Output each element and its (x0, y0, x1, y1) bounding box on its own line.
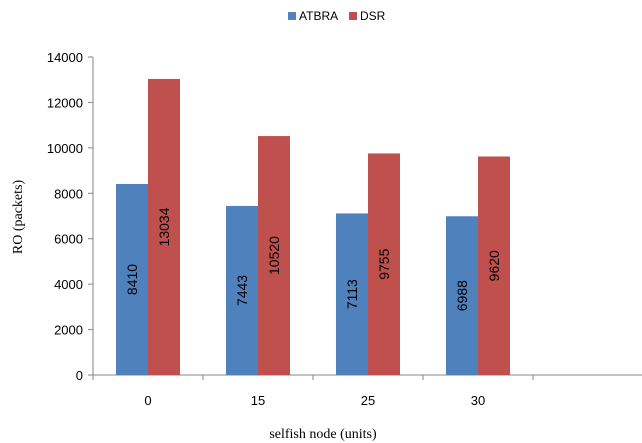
data-label: 7443 (234, 275, 250, 306)
y-tick-label: 12000 (47, 95, 83, 110)
y-tick-label: 2000 (54, 323, 83, 338)
bars: 8410 13034 7443 10520 7113 9755 6988 9620 (116, 78, 510, 375)
x-tick-label: 0 (144, 393, 151, 408)
legend-label-dsr: DSR (360, 9, 386, 23)
y-tick-label: 14000 (47, 50, 83, 65)
x-axis-label: selfish node (units) (269, 427, 377, 442)
y-axis-label: RO (packets) (11, 180, 26, 255)
y-tick-label: 10000 (47, 141, 83, 156)
y-tick-label: 4000 (54, 277, 83, 292)
bar-atbra (226, 205, 258, 375)
y-tick-label: 8000 (54, 186, 83, 201)
y-tick-label: 6000 (54, 232, 83, 247)
y-tick-label: 0 (76, 368, 83, 383)
data-label: 9620 (486, 250, 502, 281)
bar-atbra (336, 213, 368, 375)
data-label: 13034 (156, 207, 172, 246)
data-label: 7113 (344, 279, 360, 309)
bar-dsr (368, 153, 400, 375)
y-axis: 0 2000 4000 6000 8000 10000 12000 14000 (47, 50, 94, 383)
bar-atbra (116, 183, 148, 375)
x-axis: 0 15 25 30 (92, 374, 642, 408)
data-label: 8410 (124, 264, 140, 295)
bar-atbra (446, 216, 478, 375)
x-tick-label: 25 (361, 393, 375, 408)
legend: ATBRA DSR (288, 9, 386, 23)
x-tick-label: 30 (471, 393, 485, 408)
x-tick-label: 15 (251, 393, 265, 408)
data-label: 10520 (266, 236, 282, 275)
bar-dsr (258, 136, 290, 375)
legend-swatch-atbra (288, 12, 296, 20)
bar-dsr (148, 78, 180, 375)
bar-dsr (478, 156, 510, 375)
legend-label-atbra: ATBRA (299, 9, 338, 23)
data-label: 9755 (376, 248, 392, 279)
data-label: 6988 (454, 280, 470, 311)
legend-swatch-dsr (349, 12, 357, 20)
